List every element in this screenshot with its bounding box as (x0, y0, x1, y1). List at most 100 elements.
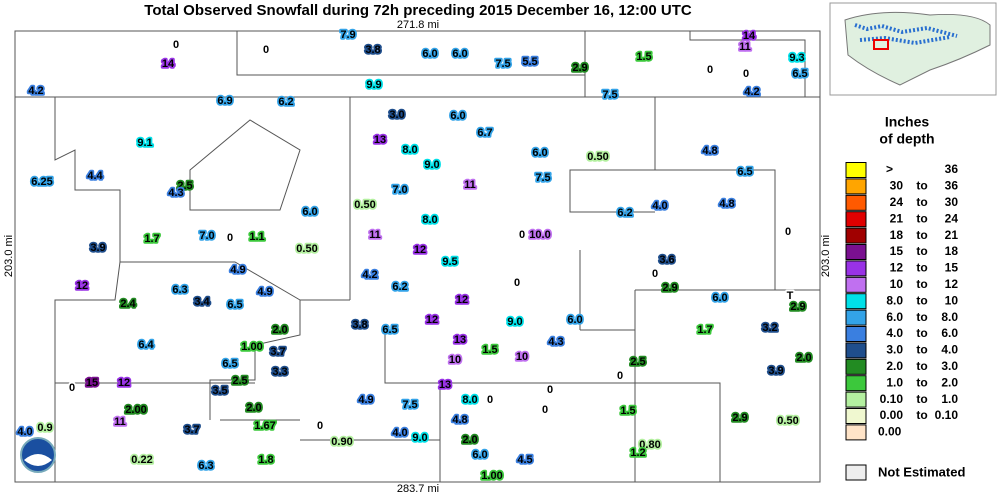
legend-low: 0.10 (880, 392, 904, 406)
station-value: 1.7 (144, 233, 159, 245)
station-value: 4.8 (702, 145, 717, 157)
station-value: 7.0 (199, 230, 214, 242)
legend-swatch (845, 358, 867, 375)
station-value: 0 (227, 232, 233, 244)
station-value: 6.5 (222, 358, 237, 370)
station-value: 12 (456, 294, 468, 306)
legend-low: 3.0 (886, 343, 903, 357)
station-value: 10 (449, 354, 461, 366)
legend-to: to (916, 261, 927, 275)
station-value: 0 (617, 370, 623, 382)
station-value: 13 (454, 334, 466, 346)
station-value: 6.5 (792, 68, 807, 80)
station-value: 0.50 (587, 151, 608, 163)
station-value: 2.0 (462, 434, 477, 446)
station-value: 6.25 (31, 176, 52, 188)
legend-high: 36 (945, 162, 959, 176)
legend-to: to (916, 392, 927, 406)
station-value: 6.2 (617, 207, 632, 219)
legend-high: 36 (945, 179, 959, 193)
legend-high: 0.10 (935, 408, 959, 422)
station-value: 3.4 (194, 296, 210, 308)
station-value: 13 (374, 134, 386, 146)
legend-to: to (916, 310, 927, 324)
legend-low: 10 (890, 277, 904, 291)
right-scale: 203.0 mi (820, 235, 832, 277)
station-value: 12 (118, 377, 130, 389)
legend-swatch (845, 342, 867, 359)
station-value: 6.3 (198, 460, 213, 472)
station-value: 3.2 (762, 322, 777, 334)
station-value: 6.5 (227, 299, 242, 311)
station-value: 3.9 (768, 365, 783, 377)
station-value: 3.3 (272, 366, 287, 378)
station-value: 0 (707, 64, 713, 76)
station-value: 7.5 (402, 399, 417, 411)
station-value: 1.2 (630, 447, 645, 459)
station-value: 6.0 (532, 147, 547, 159)
station-value: 0 (514, 277, 520, 289)
station-value: 0 (173, 39, 179, 51)
legend-low: 24 (890, 195, 904, 209)
station-value: 0 (317, 420, 323, 432)
station-value: 15 (86, 377, 98, 389)
station-value: 11 (464, 179, 476, 191)
legend-to: to (916, 179, 927, 193)
legend-swatch (845, 424, 867, 441)
legend-to: to (916, 293, 927, 307)
station-value: 6.3 (172, 284, 187, 296)
legend-swatch (845, 293, 867, 310)
station-value: 11 (739, 41, 751, 53)
top-scale: 271.8 mi (397, 19, 439, 31)
legend-to: to (916, 195, 927, 209)
station-value: 3.0 (389, 109, 404, 121)
legend-high: 4.0 (941, 343, 958, 357)
legend-swatch (845, 194, 867, 211)
station-value: 12 (76, 280, 88, 292)
station-value: 0.22 (131, 454, 152, 466)
station-value: 1.5 (482, 344, 497, 356)
left-scale: 203.0 mi (3, 235, 15, 277)
station-value: 4.9 (257, 286, 272, 298)
station-value: 0 (542, 404, 548, 416)
station-value: 1.00 (481, 470, 502, 482)
station-value: 3.8 (352, 319, 367, 331)
station-value: 0 (487, 394, 493, 406)
legend-swatch (845, 178, 867, 195)
legend-low: 30 (890, 179, 904, 193)
legend-low: 6.0 (886, 310, 903, 324)
station-value: 0.9 (37, 422, 52, 434)
station-value: 10.0 (529, 229, 550, 241)
station-value: 0 (263, 44, 269, 56)
station-value: 6.0 (302, 206, 317, 218)
station-value: 2.9 (732, 412, 747, 424)
legend-high: 10 (945, 293, 959, 307)
station-value: 10 (516, 351, 528, 363)
bottom-scale: 283.7 mi (397, 483, 439, 495)
borders (15, 31, 820, 482)
station-value: 11 (114, 416, 126, 428)
station-value: 6.2 (278, 96, 293, 108)
legend-low: 0.00 (878, 425, 902, 439)
station-value: 2.5 (630, 356, 645, 368)
legend-title: of depth (879, 131, 934, 147)
legend-to: to (916, 408, 927, 422)
station-value: 6.5 (382, 324, 397, 336)
noaa-logo (20, 437, 56, 473)
station-value: 7.5 (602, 89, 617, 101)
legend-swatch (845, 276, 867, 293)
station-value: 0 (519, 229, 525, 241)
station-value: 13 (439, 379, 451, 391)
station-value: 2.9 (790, 301, 805, 313)
legend-swatch (845, 227, 867, 244)
station-value: 0 (652, 268, 658, 280)
station-value: 14 (162, 58, 175, 70)
legend-high: 15 (945, 261, 959, 275)
legend-low: 21 (890, 211, 904, 225)
legend-to: to (916, 375, 927, 389)
legend-high: 2.0 (941, 375, 958, 389)
legend-to: to (916, 359, 927, 373)
station-value: 2.0 (272, 324, 287, 336)
station-value: 0 (547, 384, 553, 396)
